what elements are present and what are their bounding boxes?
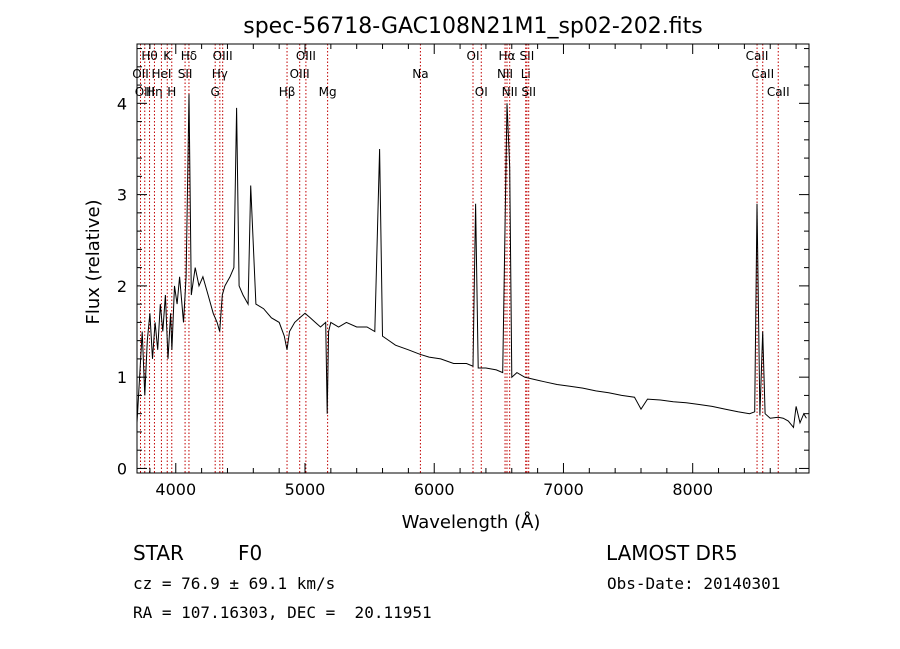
plot-area — [136, 94, 807, 429]
line-marker-label: Mg — [319, 85, 337, 99]
object-class: STAR — [133, 541, 184, 565]
y-tick-label: 2 — [117, 277, 127, 296]
line-marker-label: CaII — [767, 85, 790, 99]
line-marker-label: OIII — [135, 85, 155, 99]
x-tick-label: 4000 — [155, 480, 196, 499]
obs-date-line: Obs-Date: 20140301 — [607, 574, 781, 593]
line-marker-label: CaII — [746, 49, 769, 63]
y-tick-label: 1 — [117, 368, 127, 387]
y-tick-label: 0 — [117, 459, 127, 478]
line-marker-label: Hθ — [141, 49, 157, 63]
line-marker-label: OIII — [290, 67, 310, 81]
line-marker-label: OI — [467, 49, 480, 63]
line-markers: HθOIIOIIIHηHeIKHSIIHδHγGOIIIHβOIIIOIIIMg… — [132, 44, 790, 473]
line-marker-label: K — [163, 49, 172, 63]
x-axis-label: Wavelength (Å) — [402, 511, 541, 533]
line-marker-label: Hα — [499, 49, 516, 63]
coordinates-line: RA = 107.16303, DEC = 20.11951 — [133, 603, 432, 622]
line-marker-label: Hβ — [279, 85, 296, 99]
x-tick-label: 8000 — [672, 480, 713, 499]
line-marker-label: Li — [521, 67, 531, 81]
line-marker-label: NII — [497, 67, 513, 81]
chart-title: spec-56718-GAC108N21M1_sp02-202.fits — [243, 14, 703, 39]
x-tick-label: 5000 — [285, 480, 326, 499]
line-marker-label: Hδ — [181, 49, 197, 63]
line-marker-label: OIII — [296, 49, 316, 63]
line-marker-label: Na — [412, 67, 428, 81]
line-marker-label: SII — [521, 85, 536, 99]
line-marker-label: Hη — [146, 85, 163, 99]
line-marker-label: OI — [475, 85, 488, 99]
redshift-line: cz = 76.9 ± 69.1 km/s — [133, 574, 336, 593]
object-subclass: F0 — [238, 541, 263, 565]
y-tick-label: 4 — [117, 94, 127, 113]
line-marker-label: G — [211, 85, 220, 99]
line-marker-label: SII — [520, 49, 535, 63]
line-marker-label: OIII — [213, 49, 233, 63]
line-marker-label: Hγ — [212, 67, 228, 81]
line-marker-label: NII — [502, 85, 518, 99]
y-tick-label: 3 — [117, 186, 127, 205]
axes: 4000 5000 6000 7000 8000 0 1 2 3 4 — [117, 43, 810, 499]
x-tick-label: 7000 — [543, 480, 584, 499]
line-marker-label: H — [167, 85, 176, 99]
line-marker-label: CaII — [751, 67, 774, 81]
line-marker-label: OII — [132, 67, 149, 81]
spectrum-line — [136, 94, 807, 429]
line-marker-label: SII — [178, 67, 193, 81]
x-tick-label: 6000 — [414, 480, 455, 499]
line-marker-label: HeI — [151, 67, 171, 81]
survey-label: LAMOST DR5 — [606, 541, 738, 565]
plot-frame — [136, 43, 810, 474]
y-axis-label: Flux (relative) — [83, 199, 104, 324]
